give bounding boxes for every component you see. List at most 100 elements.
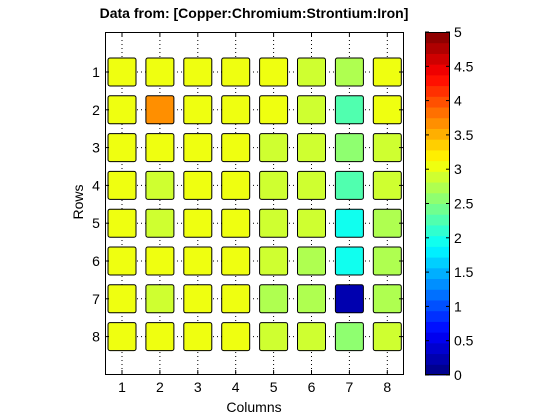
heatmap-cell-r7-c3 (183, 284, 213, 314)
heatmap-cell-r6-c5 (259, 246, 289, 276)
heatmap-cell-r8-c7 (334, 322, 364, 352)
heatmap-cell-r8-c1 (107, 322, 137, 352)
heatmap-cell-r4-c3 (183, 170, 213, 200)
colorbar-tick-label: 1.5 (454, 264, 474, 280)
colorbar-band (425, 246, 450, 258)
x-tick-label: 5 (270, 379, 278, 395)
axes: 1 2 3 4 5 6 7 8 1 2 3 4 5 6 7 8 (92, 32, 403, 395)
heatmap-cell-r3-c5 (259, 133, 289, 163)
heatmap-cell-r1-c8 (372, 57, 402, 87)
x-tick-label: 2 (156, 379, 164, 395)
heatmap-cell-r5-c4 (221, 208, 251, 238)
heatmap-cell-r2-c4 (221, 95, 251, 125)
heatmap-cell-r6-c7 (334, 246, 364, 276)
colorbar-band (425, 160, 450, 172)
heatmap-cell-r4-c2 (145, 170, 175, 200)
colorbar-tick-label: 2 (454, 230, 462, 246)
colorbar-band (425, 342, 450, 355)
colorbar-band (425, 128, 450, 140)
heatmap-cell-r4-c7 (334, 170, 364, 200)
y-tick-label: 4 (92, 177, 100, 193)
heatmap-cell-r3-c8 (372, 133, 402, 163)
heatmap-cell-r8-c3 (183, 322, 213, 352)
colorbar-band (425, 85, 450, 97)
heatmap-cell-r3-c1 (107, 133, 137, 163)
heatmap-cell-r8-c6 (297, 322, 326, 352)
colorbar-tick-label: 0 (454, 367, 462, 383)
chart-title: Data from: [Copper:Chromium:Strontium:Ir… (100, 5, 409, 21)
heatmap-cell-r4-c4 (221, 170, 251, 200)
colorbar-band (425, 353, 450, 365)
colorbar-band (425, 203, 450, 215)
heatmap-cell-r2-c1 (107, 95, 137, 125)
colorbar-tick-label: 3 (454, 161, 462, 177)
heatmap-cell-r6-c8 (372, 246, 402, 276)
heatmap-cell-r3-c6 (297, 133, 326, 163)
colorbar-band (425, 235, 450, 247)
colorbar-band (425, 299, 450, 312)
heatmap-cell-r7-c8 (372, 284, 402, 314)
y-tick-label: 6 (92, 253, 100, 269)
colorbar-tick-label: 4 (454, 93, 462, 109)
heatmap-cell-r2-c5 (259, 95, 289, 125)
heatmap-cell-r3-c3 (183, 133, 213, 163)
heatmap-cell-r7-c5 (259, 284, 289, 314)
colorbar-band (425, 96, 450, 108)
heatmap-cell-r5-c6 (297, 208, 326, 238)
colorbar-tick-label: 4.5 (454, 58, 474, 74)
y-tick-label: 1 (92, 64, 100, 80)
colorbar-band (425, 171, 450, 183)
x-tick-label: 3 (194, 379, 202, 395)
colorbar-band (425, 257, 450, 269)
colorbar-band (425, 214, 450, 226)
heatmap-cell-r8-c8 (372, 322, 402, 352)
colorbar-band (425, 107, 450, 119)
heatmap-cell-r1-c2 (145, 57, 175, 87)
heatmap-cell-r7-c1 (107, 284, 137, 314)
heatmap-cell-r3-c2 (145, 133, 175, 163)
colorbar-band (425, 139, 450, 151)
heatmap-cell-r7-c6 (297, 284, 326, 314)
heatmap-cell-r6-c2 (145, 246, 175, 276)
heatmap-cell-r2-c3 (183, 95, 213, 125)
colorbar-band (425, 332, 450, 344)
heatmap-cell-r4-c1 (107, 170, 137, 200)
colorbar-band (425, 74, 450, 87)
x-tick-label: 4 (232, 379, 240, 395)
x-tick-label: 1 (118, 379, 126, 395)
heatmap-cell-r8-c2 (145, 322, 175, 352)
heatmap-cell-r1-c1 (107, 57, 137, 87)
heatmap-cell-r5-c1 (107, 208, 137, 238)
heatmap-cell-r6-c6 (297, 246, 326, 276)
colorbar-band (425, 182, 450, 194)
colorbar-tick-label: 5 (454, 24, 462, 40)
colorbar-band (425, 117, 450, 129)
heatmap-cell-r2-c6 (297, 95, 326, 125)
x-tick-label: 7 (346, 379, 354, 395)
y-tick-label: 3 (92, 140, 100, 156)
heatmap-cell-r1-c4 (221, 57, 251, 87)
colorbar: 0 0.5 1 1.5 2 2.5 3 3.5 4 4.5 5 (425, 24, 474, 383)
y-tick-label: 5 (92, 215, 100, 231)
heatmap-cell-r5-c3 (183, 208, 213, 238)
heatmap-cell-r1-c7 (334, 57, 364, 87)
colorbar-band (425, 321, 450, 333)
y-axis-label: Rows (70, 184, 86, 219)
plot-frame (105, 32, 404, 375)
heatmap-cell-r2-c8 (372, 95, 402, 125)
heatmap-cell-r4-c6 (297, 170, 326, 200)
heatmap-cell-r5-c7 (334, 208, 364, 238)
colorbar-band (425, 289, 450, 301)
colorbar-band (425, 53, 450, 65)
colorbar-band (425, 32, 450, 44)
heatmap-cell-r4-c5 (259, 170, 289, 200)
heatmap-cell-r6-c3 (183, 246, 213, 276)
heatmap-cell-r5-c8 (372, 208, 402, 238)
colorbar-band (425, 192, 450, 204)
heatmap-cell-r8-c5 (259, 322, 289, 352)
colorbar-band (425, 267, 450, 280)
heatmap-cell-r7-c4 (221, 284, 251, 314)
colorbar-tick-label: 1 (454, 298, 462, 314)
heatmap-cell-r5-c2 (145, 208, 175, 238)
y-tick-label: 7 (92, 291, 100, 307)
